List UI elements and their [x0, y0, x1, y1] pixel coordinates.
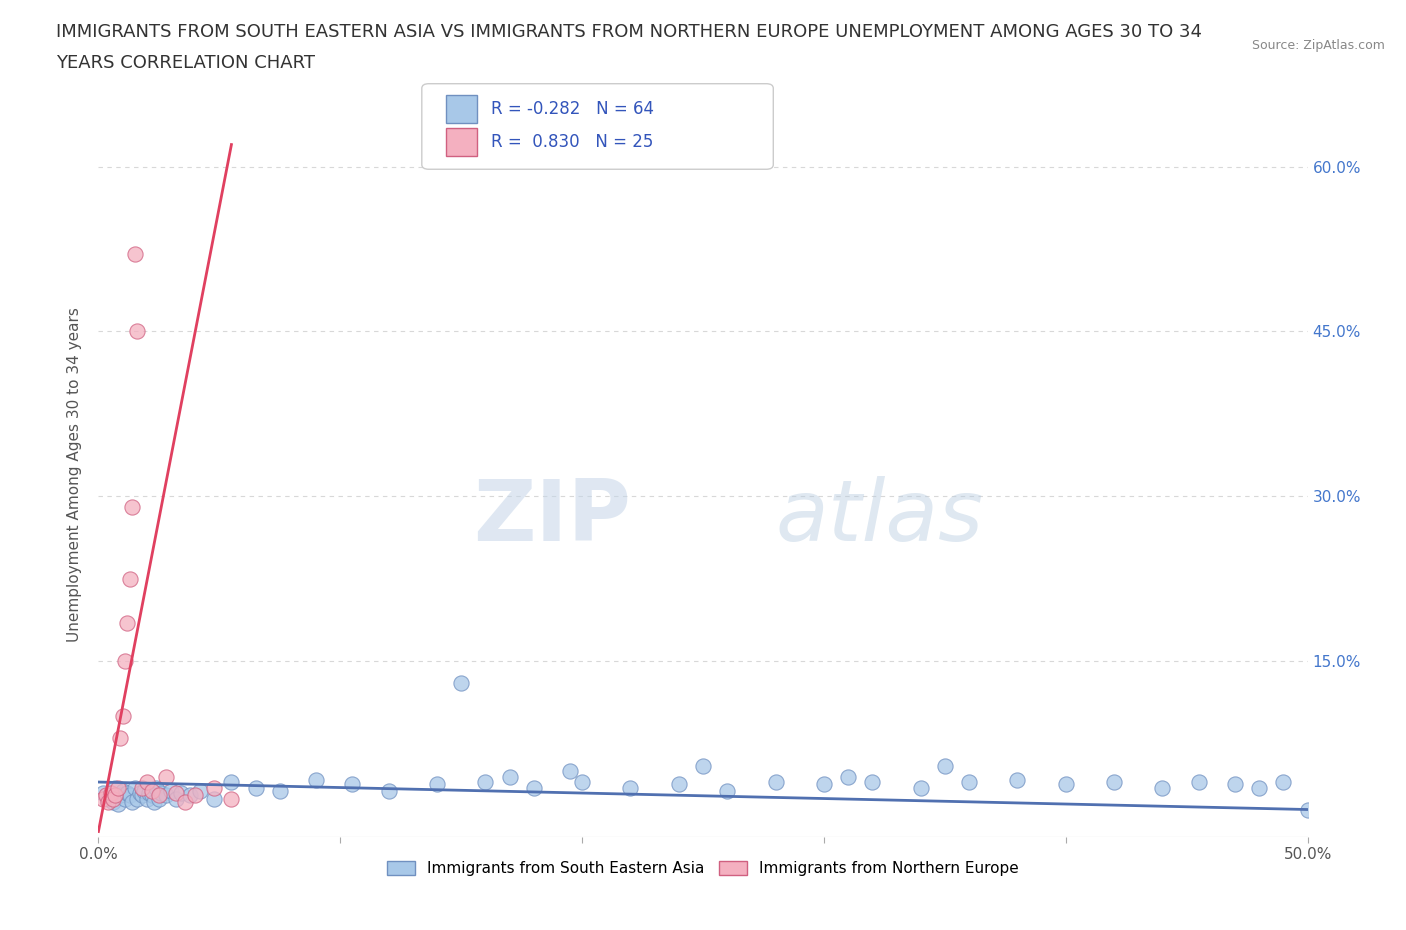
Point — [765, 775, 787, 790]
Point — [1054, 777, 1077, 791]
Point — [118, 788, 141, 803]
Point — [668, 777, 690, 791]
Point — [910, 780, 932, 795]
Point — [100, 788, 122, 803]
Point — [117, 786, 139, 801]
Point — [221, 775, 243, 790]
Point — [1223, 777, 1246, 791]
Point — [716, 783, 738, 798]
Point — [104, 780, 127, 795]
Point — [155, 769, 177, 784]
Point — [124, 247, 146, 262]
Point — [1296, 802, 1319, 817]
Point — [145, 780, 167, 795]
Y-axis label: Unemployment Among Ages 30 to 34 years: Unemployment Among Ages 30 to 34 years — [67, 307, 83, 642]
Point — [813, 777, 835, 791]
Point — [179, 788, 201, 803]
Point — [108, 788, 131, 803]
Point — [148, 788, 170, 803]
Point — [174, 794, 197, 809]
Point — [692, 758, 714, 773]
Point — [860, 775, 883, 790]
Point — [269, 783, 291, 798]
Point — [97, 794, 120, 809]
Point — [114, 791, 136, 806]
Point — [1249, 780, 1271, 795]
Point — [111, 783, 134, 798]
Point — [221, 791, 243, 806]
Point — [1102, 775, 1125, 790]
Point — [91, 786, 114, 801]
Point — [342, 777, 364, 791]
Point — [127, 791, 149, 806]
Text: R =  0.830   N = 25: R = 0.830 N = 25 — [491, 133, 652, 152]
Point — [135, 775, 157, 790]
Point — [124, 780, 146, 795]
Point — [97, 791, 120, 806]
Point — [1007, 773, 1029, 788]
Point — [165, 786, 187, 801]
Text: ZIP: ZIP — [472, 476, 630, 559]
Text: YEARS CORRELATION CHART: YEARS CORRELATION CHART — [56, 54, 315, 72]
Point — [188, 783, 211, 798]
Point — [1188, 775, 1211, 790]
Point — [118, 571, 141, 586]
Point — [165, 791, 187, 806]
Point — [571, 775, 593, 790]
Point — [107, 780, 129, 795]
Point — [377, 783, 399, 798]
Point — [134, 783, 156, 798]
Point — [114, 654, 136, 669]
Point — [138, 786, 160, 801]
Point — [128, 786, 150, 801]
Point — [94, 788, 117, 803]
Point — [117, 616, 139, 631]
Point — [100, 786, 122, 801]
Point — [101, 791, 124, 806]
Point — [169, 786, 191, 801]
Point — [107, 797, 129, 812]
Point — [558, 764, 581, 778]
Point — [245, 780, 267, 795]
Point — [143, 794, 166, 809]
Point — [957, 775, 980, 790]
Point — [131, 780, 153, 795]
Point — [160, 783, 183, 798]
Point — [450, 676, 472, 691]
Text: R = -0.282   N = 64: R = -0.282 N = 64 — [491, 100, 654, 118]
Point — [934, 758, 956, 773]
Point — [91, 791, 114, 806]
Point — [101, 794, 124, 809]
Point — [155, 788, 177, 803]
Point — [131, 788, 153, 803]
Point — [1152, 780, 1174, 795]
Point — [1272, 775, 1295, 790]
Legend: Immigrants from South Eastern Asia, Immigrants from Northern Europe: Immigrants from South Eastern Asia, Immi… — [380, 853, 1026, 884]
Point — [104, 788, 127, 803]
Point — [111, 709, 134, 724]
Point — [837, 769, 859, 784]
Point — [474, 775, 496, 790]
Point — [108, 731, 131, 746]
Point — [523, 780, 546, 795]
Point — [204, 791, 226, 806]
Point — [204, 780, 226, 795]
Text: Source: ZipAtlas.com: Source: ZipAtlas.com — [1251, 39, 1385, 52]
Point — [148, 791, 170, 806]
Point — [141, 783, 163, 798]
Text: IMMIGRANTS FROM SOUTH EASTERN ASIA VS IMMIGRANTS FROM NORTHERN EUROPE UNEMPLOYME: IMMIGRANTS FROM SOUTH EASTERN ASIA VS IM… — [56, 23, 1202, 41]
Text: atlas: atlas — [776, 476, 984, 559]
Point — [121, 794, 143, 809]
Point — [127, 324, 149, 339]
Point — [184, 788, 207, 803]
Point — [426, 777, 449, 791]
Point — [305, 773, 328, 788]
Point — [150, 786, 173, 801]
Point — [135, 791, 157, 806]
Point — [498, 769, 520, 784]
Point — [619, 780, 641, 795]
Point — [141, 788, 163, 803]
Point — [121, 499, 143, 514]
